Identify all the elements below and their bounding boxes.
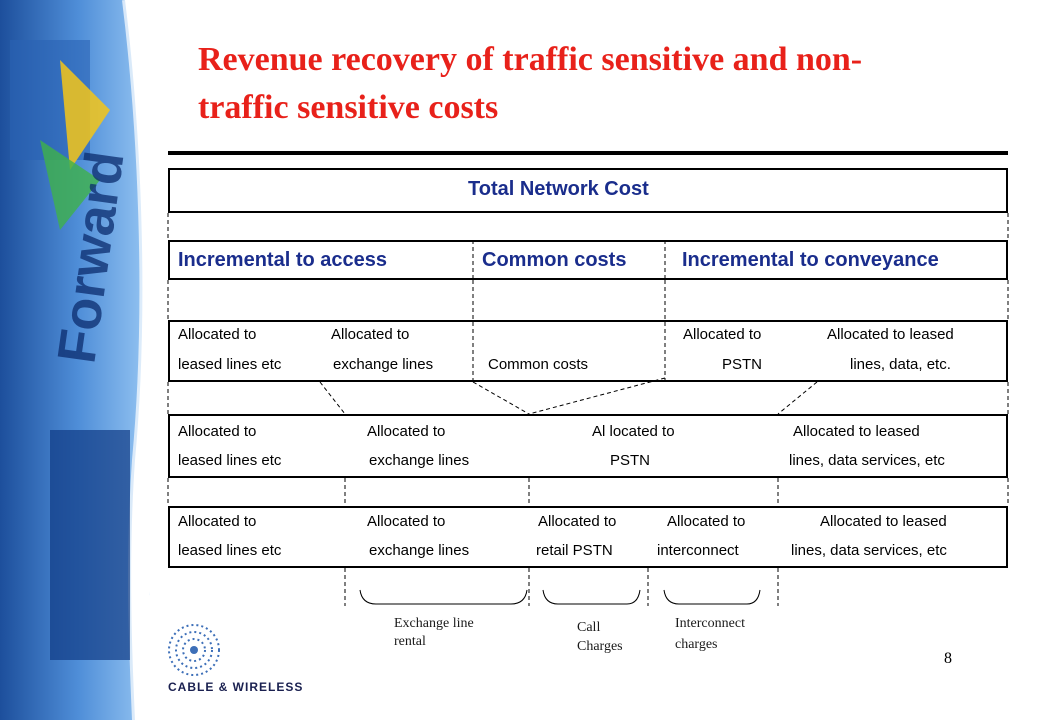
exchange-brace xyxy=(359,589,528,605)
diagonal-connector xyxy=(319,381,346,415)
l4-interconnect-top: Allocated to xyxy=(667,513,746,530)
incremental-cost-row xyxy=(168,240,1008,280)
allocation-row-2 xyxy=(168,320,1008,382)
allocation-row-4 xyxy=(168,506,1008,568)
l2-leased-data-top: Allocated to leased xyxy=(827,326,954,343)
incremental-to-access-label: Incremental to access xyxy=(178,249,387,271)
interconnect-charges-line-2: charges xyxy=(675,637,718,652)
l3-leased-data-bottom: lines, data services, etc xyxy=(789,452,945,469)
exchange-line-rental-line-1: Exchange line xyxy=(394,616,474,631)
l2-exchange-top: Allocated to xyxy=(331,326,410,343)
l3-leased-bottom: leased lines etc xyxy=(178,452,282,469)
l4-leased-data-bottom: lines, data services, etc xyxy=(791,542,947,559)
l3-leased-data-top: Allocated to leased xyxy=(793,423,920,440)
call-brace xyxy=(542,589,641,605)
total-network-cost-label: Total Network Cost xyxy=(468,178,649,200)
background-strip-image: Forward http:// xyxy=(0,0,150,720)
incremental-to-conveyance-label: Incremental to conveyance xyxy=(682,249,939,271)
exchange-line-rental-line-2: rental xyxy=(394,634,426,649)
page-number: 8 xyxy=(944,650,952,667)
cable-wireless-logo-mark xyxy=(168,624,220,676)
page-title-line-2: traffic sensitive costs xyxy=(198,89,499,126)
l4-retail-pstn-top: Allocated to xyxy=(538,513,617,530)
l2-exchange-bottom: exchange lines xyxy=(333,356,434,373)
l3-exchange-top: Allocated to xyxy=(367,423,446,440)
l4-leased-bottom: leased lines etc xyxy=(178,542,282,559)
l4-leased-data-top: Allocated to leased xyxy=(820,513,947,530)
title-rule xyxy=(168,151,1008,155)
diagonal-connector xyxy=(777,381,818,415)
l4-exchange-top: Allocated to xyxy=(367,513,446,530)
l2-leased-top: Allocated to xyxy=(178,326,257,343)
l3-exchange-bottom: exchange lines xyxy=(369,452,470,469)
l4-leased-top: Allocated to xyxy=(178,513,257,530)
l4-exchange-bottom: exchange lines xyxy=(369,542,470,559)
l2-common-costs: Common costs xyxy=(488,356,589,373)
l4-retail-pstn-bottom: retail PSTN xyxy=(536,542,613,559)
cable-wireless-logo-text: CABLE & WIRELESS xyxy=(168,680,304,694)
l4-interconnect-bottom: interconnect xyxy=(657,542,739,559)
l2-pstn-top: Allocated to xyxy=(683,326,762,343)
l3-pstn-top: Al located to xyxy=(592,423,675,440)
diagonal-connector xyxy=(528,377,666,415)
interconnect-brace xyxy=(663,589,761,605)
l3-pstn-bottom: PSTN xyxy=(610,452,651,469)
common-costs-label: Common costs xyxy=(482,249,627,271)
call-charges-line-2: Charges xyxy=(577,639,623,654)
page-title-line-1: Revenue recovery of traffic sensitive an… xyxy=(198,41,863,78)
total-network-cost-box xyxy=(168,168,1008,213)
l2-leased-data-bottom: lines, data, etc. xyxy=(850,356,951,373)
interconnect-charges-line-1: Interconnect xyxy=(675,616,745,631)
l2-leased-bottom: leased lines etc xyxy=(178,356,282,373)
diagonal-connector xyxy=(472,381,530,415)
l3-leased-top: Allocated to xyxy=(178,423,257,440)
l2-pstn-bottom: PSTN xyxy=(722,356,763,373)
allocation-row-3 xyxy=(168,414,1008,478)
call-charges-line-1: Call xyxy=(577,620,601,635)
